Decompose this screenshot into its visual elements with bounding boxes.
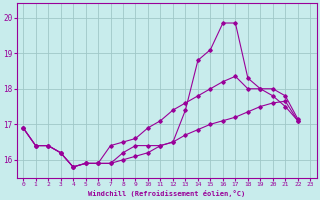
X-axis label: Windchill (Refroidissement éolien,°C): Windchill (Refroidissement éolien,°C): [88, 190, 245, 197]
